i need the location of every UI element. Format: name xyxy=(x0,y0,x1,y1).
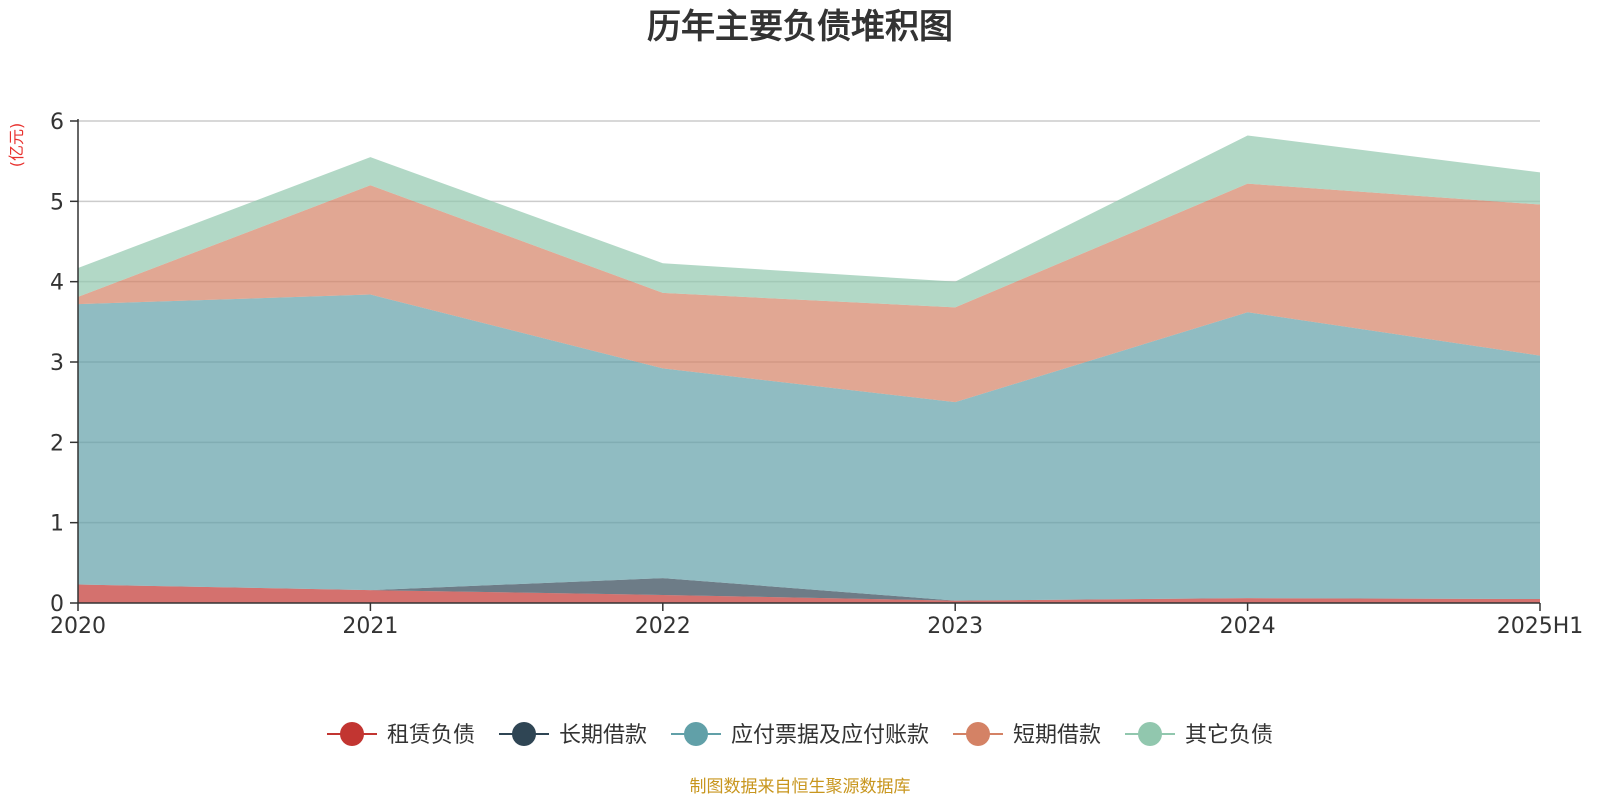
x-tick-label-2020: 2020 xyxy=(50,614,106,639)
legend-item-3[interactable]: 短期借款 xyxy=(953,722,1101,748)
legend-item-0[interactable]: 租赁负债 xyxy=(326,722,475,748)
area-series-1 xyxy=(78,578,1540,601)
legend-marker-0 xyxy=(339,722,364,746)
area-series-4 xyxy=(78,135,1540,308)
source-note: 制图数据来自恒生聚源数据库 xyxy=(690,777,911,797)
x-tick-label-2024: 2024 xyxy=(1220,614,1276,639)
x-tick-label-2023: 2023 xyxy=(927,614,983,639)
y-tick-label-2: 2 xyxy=(50,431,64,456)
legend[interactable]: 租赁负债 长期借款 应付票据及应付账款 短期借款 其它负债 xyxy=(326,722,1273,748)
y-tick-label-5: 5 xyxy=(50,190,64,215)
legend-item-4[interactable]: 其它负债 xyxy=(1125,722,1273,748)
legend-item-1[interactable]: 长期借款 xyxy=(498,722,647,748)
legend-item-2[interactable]: 应付票据及应付账款 xyxy=(670,722,929,748)
area-series-3 xyxy=(78,183,1540,403)
x-tick-label-2022: 2022 xyxy=(635,614,691,639)
y-axis-label: (亿元) xyxy=(7,123,26,168)
legend-label-2: 应付票据及应付账款 xyxy=(731,723,929,748)
legend-label-3: 短期借款 xyxy=(1013,723,1101,748)
legend-label-0: 租赁负债 xyxy=(387,723,475,748)
legend-label-4: 其它负债 xyxy=(1185,723,1273,748)
legend-marker-2 xyxy=(683,722,708,746)
series-areas xyxy=(78,135,1540,603)
y-tick-label-3: 3 xyxy=(50,351,64,376)
legend-marker-4 xyxy=(1138,722,1163,746)
x-tick-label-2025H1: 2025H1 xyxy=(1497,614,1584,639)
x-tick-label-2021: 2021 xyxy=(342,614,398,639)
y-tick-label-1: 1 xyxy=(50,512,64,537)
y-tick-label-4: 4 xyxy=(50,271,64,296)
legend-marker-1 xyxy=(511,722,536,746)
y-tick-label-0: 0 xyxy=(50,592,64,617)
chart-title: 历年主要负债堆积图 xyxy=(647,7,953,47)
axes: 0 1 2 3 4 5 6 2020 2021 2022 2023 2024 2025H1 xyxy=(50,110,1583,639)
legend-label-1: 长期借款 xyxy=(559,723,647,748)
y-tick-label-6: 6 xyxy=(50,110,64,135)
area-series-0 xyxy=(78,584,1540,603)
area-series-2 xyxy=(78,294,1540,601)
legend-marker-3 xyxy=(966,722,991,746)
